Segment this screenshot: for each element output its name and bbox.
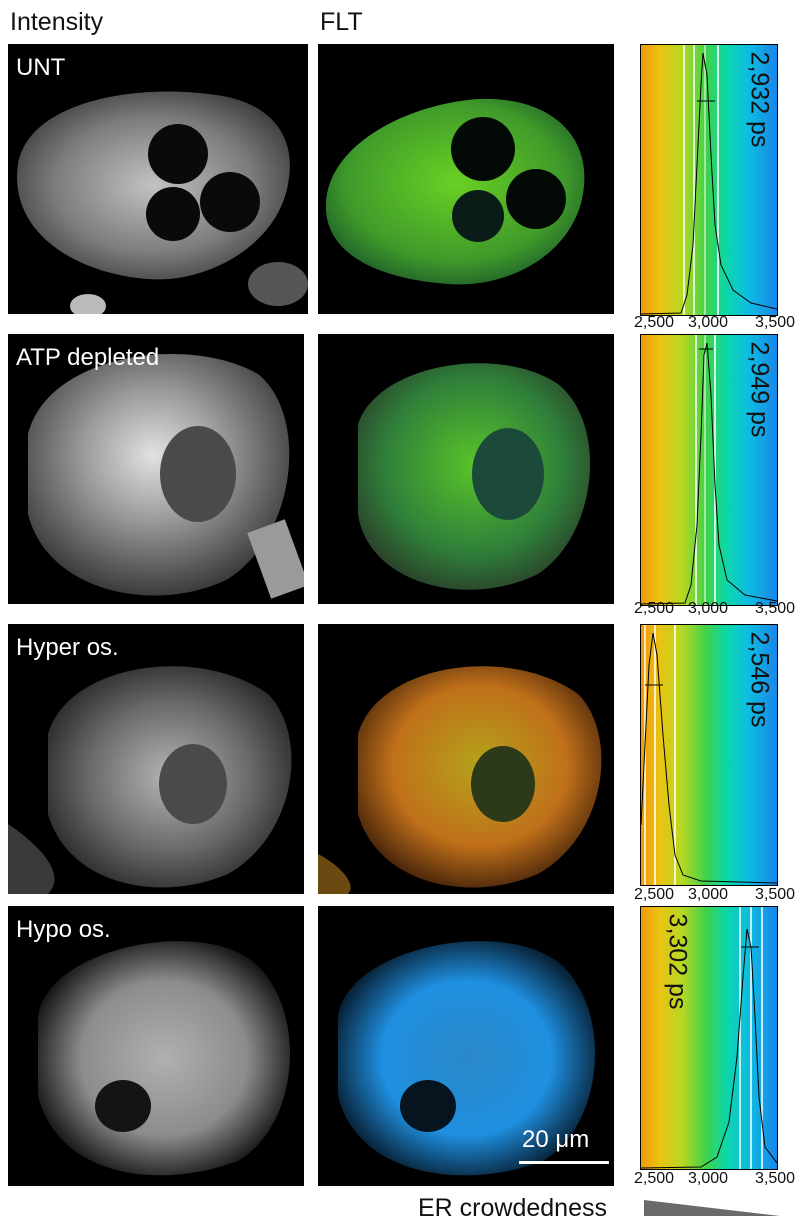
lifetime-value-unt: 2,932 ps bbox=[745, 51, 774, 148]
flt-header: FLT bbox=[320, 8, 363, 36]
flt-image-hypo: 20 μm bbox=[318, 906, 614, 1186]
tick-3500: 3,500 bbox=[754, 886, 796, 903]
lifetime-value-hyper: 2,546 ps bbox=[745, 631, 774, 728]
er-crowdedness-wedge bbox=[644, 1200, 780, 1216]
lifetime-value-atp: 2,949 ps bbox=[745, 341, 774, 438]
tick-2500: 2,500 bbox=[633, 886, 675, 903]
tick-2500: 2,500 bbox=[633, 600, 675, 617]
histogram-unt: 2,932 ps bbox=[640, 44, 778, 316]
intensity-image-atp: ATP depleted bbox=[8, 334, 304, 604]
tick-3000: 3,000 bbox=[687, 1170, 729, 1187]
row-label-hypo: Hypo os. bbox=[16, 916, 111, 943]
scale-bar-label: 20 μm bbox=[522, 1126, 590, 1153]
histogram-atp: 2,949 ps bbox=[640, 334, 778, 606]
histogram-hyper: 2,546 ps bbox=[640, 624, 778, 886]
row-label-atp: ATP depleted bbox=[16, 344, 160, 371]
tick-3000: 3,000 bbox=[687, 886, 729, 903]
er-crowdedness-label: ER crowdedness bbox=[418, 1194, 607, 1222]
lifetime-value-hypo: 3,302 ps bbox=[663, 913, 692, 1010]
tick-3500: 3,500 bbox=[754, 1170, 796, 1187]
tick-3500: 3,500 bbox=[754, 600, 796, 617]
ticks-unt: 2,500 3,000 3,500 bbox=[620, 314, 810, 336]
intensity-header: Intensity bbox=[10, 8, 104, 36]
tick-3500: 3,500 bbox=[754, 314, 796, 331]
intensity-image-hypo: Hypo os. bbox=[8, 906, 304, 1186]
intensity-image-unt: UNT bbox=[8, 44, 308, 314]
flt-image-hyper bbox=[318, 624, 614, 894]
tick-3000: 3,000 bbox=[687, 600, 729, 617]
intensity-image-hyper: Hyper os. bbox=[8, 624, 304, 894]
tick-2500: 2,500 bbox=[633, 1170, 675, 1187]
histogram-hypo: 3,302 ps bbox=[640, 906, 778, 1170]
ticks-hypo: 2,500 3,000 3,500 bbox=[620, 1170, 810, 1192]
flt-image-unt bbox=[318, 44, 614, 314]
ticks-atp: 2,500 3,000 3,500 bbox=[620, 600, 810, 622]
ticks-hyper: 2,500 3,000 3,500 bbox=[620, 886, 810, 908]
scale-bar bbox=[519, 1161, 609, 1164]
flt-image-atp bbox=[318, 334, 614, 604]
row-label-unt: UNT bbox=[16, 54, 66, 81]
tick-3000: 3,000 bbox=[687, 314, 729, 331]
tick-2500: 2,500 bbox=[633, 314, 675, 331]
row-label-hyper: Hyper os. bbox=[16, 634, 119, 661]
